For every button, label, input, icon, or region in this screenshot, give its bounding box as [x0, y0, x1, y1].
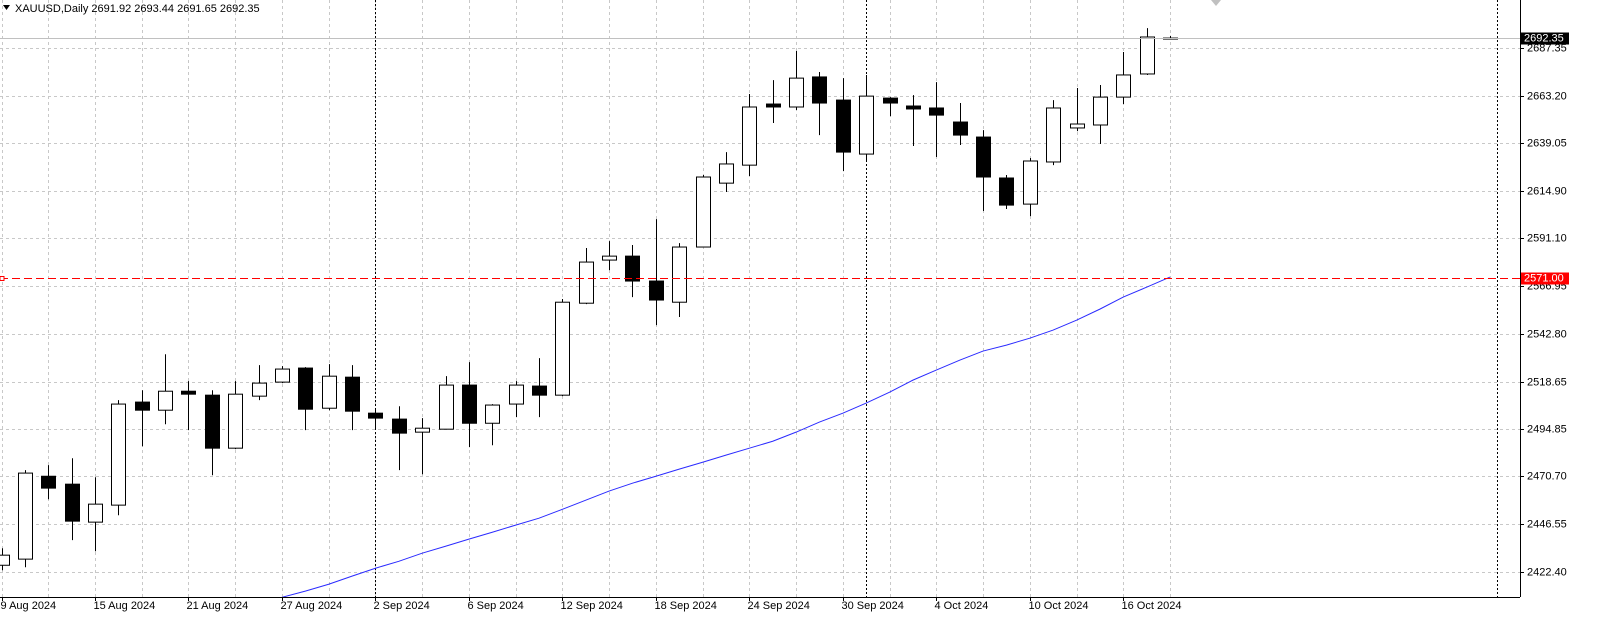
candle-body — [976, 136, 991, 178]
candle-body — [462, 384, 477, 424]
candle-body — [719, 163, 734, 184]
y-tick-label: 2518.65 — [1527, 376, 1567, 388]
high: 2693.44 — [134, 3, 174, 15]
candle-body — [181, 390, 196, 395]
candle-body — [812, 76, 827, 104]
candle-body — [929, 107, 944, 116]
candle-body — [953, 121, 968, 136]
candle-body — [1093, 96, 1108, 126]
y-tick-label: 2687.35 — [1527, 42, 1567, 54]
header: XAUUSD,Daily 2691.92 2693.44 2691.65 269… — [15, 3, 260, 15]
candle-body — [696, 176, 711, 248]
x-tick-label: 2 Sep 2024 — [374, 600, 430, 612]
close: 2692.35 — [220, 3, 260, 15]
x-tick-label: 24 Sep 2024 — [748, 600, 810, 612]
candle-body — [135, 401, 150, 411]
open: 2691.92 — [91, 3, 131, 15]
plot — [0, 28, 1520, 597]
x-tick-label: 4 Oct 2024 — [935, 600, 989, 612]
candle-body — [158, 390, 173, 411]
candle-body — [41, 475, 56, 489]
x-tick-label: 27 Aug 2024 — [281, 600, 343, 612]
y-tick-label: 2470.70 — [1527, 470, 1567, 482]
candle-body — [205, 394, 220, 449]
candle-body — [836, 99, 851, 153]
candle-body — [298, 367, 313, 410]
candle-body — [228, 393, 243, 449]
candle-body — [532, 385, 547, 396]
candle-body — [672, 246, 687, 303]
candle-body — [1116, 74, 1131, 98]
candle-body — [766, 103, 781, 108]
y-tick-label: 2542.80 — [1527, 328, 1567, 340]
y-tick-label: 2446.55 — [1527, 518, 1567, 530]
candle-body — [439, 384, 454, 430]
candle-body — [368, 412, 383, 419]
candle-body — [1046, 107, 1061, 163]
candle-body — [625, 255, 640, 282]
candle-body — [1023, 160, 1038, 205]
x-tick-label: 12 Sep 2024 — [561, 600, 623, 612]
x-tick-label: 10 Oct 2024 — [1029, 600, 1089, 612]
x-tick-label: 15 Aug 2024 — [94, 600, 156, 612]
candle-body — [65, 483, 80, 522]
candle-body — [0, 554, 10, 566]
x-tick-label: 30 Sep 2024 — [842, 600, 904, 612]
candle-body — [275, 368, 290, 383]
candle-body — [252, 382, 267, 397]
y-tick-label: 2614.90 — [1527, 185, 1567, 197]
candle-body — [1070, 123, 1085, 129]
candle-body — [345, 376, 360, 412]
y-tick-label: 2639.05 — [1527, 137, 1567, 149]
candle-body — [906, 105, 921, 110]
candle-body — [392, 418, 407, 434]
price-label: 2692.35 — [1524, 32, 1564, 44]
candle-body — [509, 384, 524, 405]
candle-body — [883, 97, 898, 104]
x-tick-label: 21 Aug 2024 — [187, 600, 249, 612]
candle-body — [18, 472, 33, 560]
low: 2691.65 — [177, 3, 217, 15]
level-handle — [0, 276, 5, 281]
candle-body — [415, 427, 430, 433]
x-tick-label: 9 Aug 2024 — [1, 600, 57, 612]
y-tick-label: 2494.85 — [1527, 423, 1567, 435]
x-tick-label: 18 Sep 2024 — [655, 600, 717, 612]
moving-average — [281, 276, 1171, 597]
symbol: XAUUSD,Daily — [15, 3, 89, 15]
candle-body — [555, 301, 570, 396]
candle-body — [602, 255, 617, 261]
candle-body — [322, 375, 337, 409]
y-tick-label: 2591.10 — [1527, 232, 1567, 244]
shift-triangle — [1211, 0, 1221, 6]
candle-body — [859, 95, 874, 155]
candle-body — [579, 261, 594, 304]
candle-body — [742, 106, 757, 166]
candle-body — [649, 280, 664, 301]
candle-body — [485, 404, 500, 424]
candle-body — [88, 503, 103, 523]
price-label-box — [1521, 32, 1569, 45]
x-tick-label: 16 Oct 2024 — [1122, 600, 1182, 612]
candle-body — [789, 77, 804, 108]
y-tick-label: 2422.40 — [1527, 566, 1567, 578]
candle-body — [111, 403, 126, 506]
candle-body — [1140, 36, 1155, 75]
menu-arrow[interactable] — [3, 5, 10, 10]
level-label: 2571.00 — [1524, 272, 1564, 284]
x-tick-label: 6 Sep 2024 — [468, 600, 524, 612]
candle-body — [999, 177, 1014, 206]
grid — [0, 0, 1520, 597]
level-label-box — [1521, 272, 1569, 285]
y-tick-label: 2663.20 — [1527, 90, 1567, 102]
